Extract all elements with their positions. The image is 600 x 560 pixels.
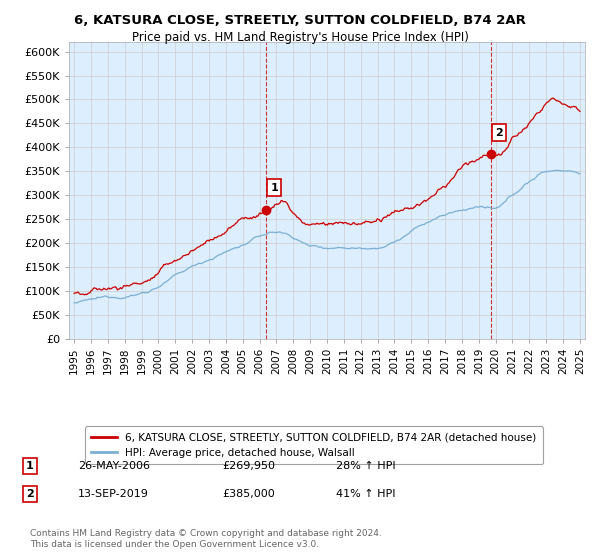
Text: £385,000: £385,000 (222, 489, 275, 499)
Text: 2: 2 (495, 128, 503, 138)
Text: 13-SEP-2019: 13-SEP-2019 (78, 489, 149, 499)
Text: £269,950: £269,950 (222, 461, 275, 471)
Text: Contains HM Land Registry data © Crown copyright and database right 2024.
This d: Contains HM Land Registry data © Crown c… (30, 529, 382, 549)
Text: 26-MAY-2006: 26-MAY-2006 (78, 461, 150, 471)
Text: 2: 2 (26, 489, 34, 499)
Text: Price paid vs. HM Land Registry's House Price Index (HPI): Price paid vs. HM Land Registry's House … (131, 31, 469, 44)
Text: 1: 1 (26, 461, 34, 471)
Text: 28% ↑ HPI: 28% ↑ HPI (336, 461, 395, 471)
Text: 1: 1 (271, 183, 278, 193)
Legend: 6, KATSURA CLOSE, STREETLY, SUTTON COLDFIELD, B74 2AR (detached house), HPI: Ave: 6, KATSURA CLOSE, STREETLY, SUTTON COLDF… (85, 427, 542, 464)
Text: 6, KATSURA CLOSE, STREETLY, SUTTON COLDFIELD, B74 2AR: 6, KATSURA CLOSE, STREETLY, SUTTON COLDF… (74, 14, 526, 27)
Text: 41% ↑ HPI: 41% ↑ HPI (336, 489, 395, 499)
